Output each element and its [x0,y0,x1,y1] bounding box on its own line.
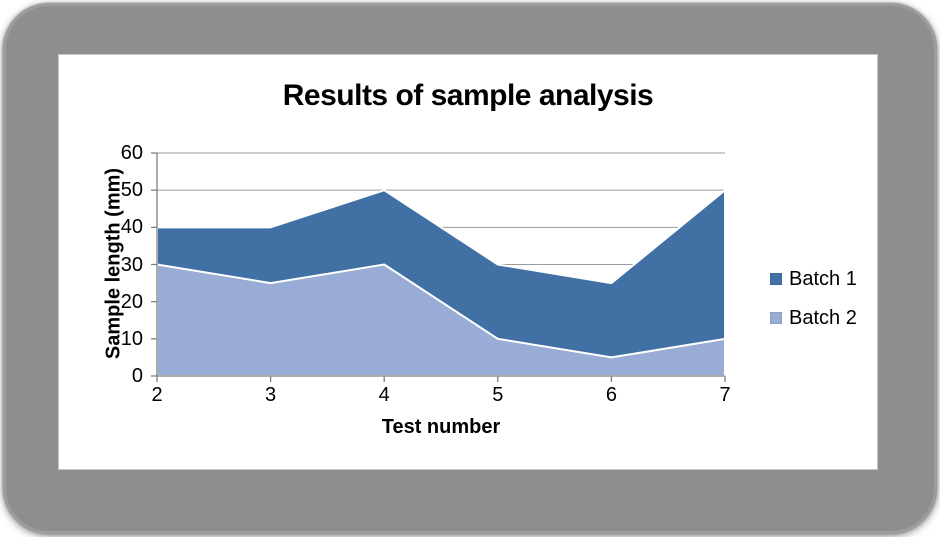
legend-label-batch-2: Batch 2 [789,306,857,329]
y-tick-label: 60 [120,142,143,164]
plot-area [151,152,726,382]
y-tick-label: 20 [120,290,143,313]
x-tick-label: 3 [265,384,277,406]
x-tick-label: 2 [151,384,163,406]
legend-swatch-batch-2 [770,312,782,324]
x-tick-label: 6 [605,384,617,406]
chart-canvas: Results of sample analysis Sample length… [58,54,878,470]
x-tick-label: 4 [378,384,390,406]
legend: Batch 1 Batch 2 [770,266,857,344]
x-tick-label: 7 [719,384,731,406]
legend-swatch-batch-1 [770,273,782,285]
y-tick-label: 40 [120,216,143,239]
y-tick-label: 0 [131,365,143,387]
legend-item-batch-1[interactable]: Batch 1 [770,266,857,292]
chart-title: Results of sample analysis [282,79,654,112]
legend-label-batch-1: Batch 1 [789,267,857,290]
legend-item-batch-2[interactable]: Batch 2 [770,305,857,331]
y-tick-label: 10 [120,327,143,350]
y-tick-label: 50 [120,179,143,202]
x-tick-label: 5 [492,384,504,406]
x-axis-title: Test number [381,416,501,438]
slide-background-frame: Results of sample analysis Sample length… [3,3,937,534]
y-tick-label: 30 [120,253,143,276]
